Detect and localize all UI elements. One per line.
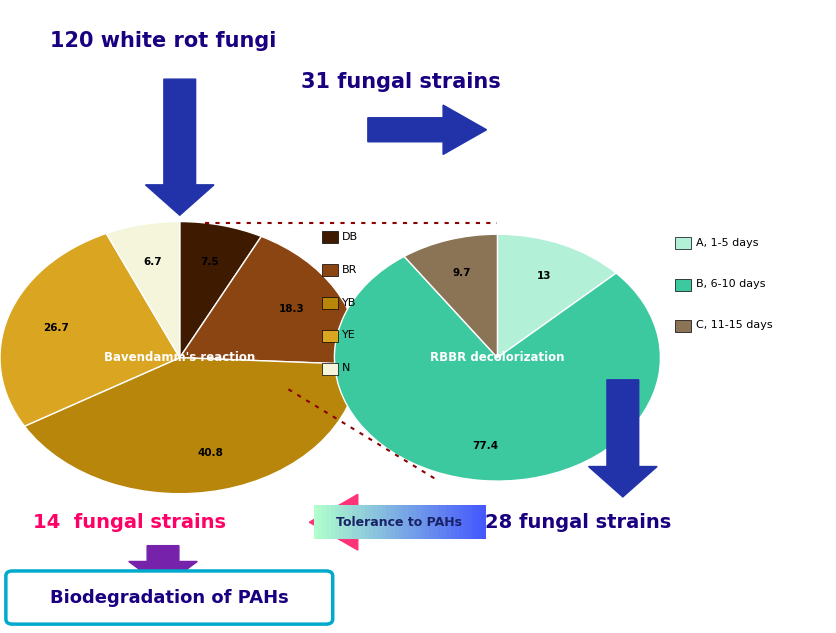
Bar [468,505,473,539]
Wedge shape [404,234,497,358]
Bar [322,330,338,342]
Bar [378,505,383,539]
FancyArrow shape [145,79,214,215]
Text: YE: YE [342,330,355,341]
FancyArrow shape [589,380,657,497]
Bar [326,505,331,539]
Text: 7.5: 7.5 [201,258,219,267]
Bar [322,264,338,276]
Bar [425,505,430,539]
FancyArrow shape [368,105,487,154]
Text: 26.7: 26.7 [43,323,69,333]
Bar [433,505,439,539]
Bar [408,505,413,539]
Wedge shape [180,222,262,358]
Text: 120 white rot fungi: 120 white rot fungi [50,31,277,51]
Text: 40.8: 40.8 [197,448,223,458]
FancyBboxPatch shape [6,571,333,624]
Text: 77.4: 77.4 [472,441,498,451]
Bar [675,237,691,249]
Bar [364,505,370,539]
Text: Tolerance to PAHs: Tolerance to PAHs [336,516,462,529]
Bar [386,505,391,539]
Bar [318,505,323,539]
Bar [374,505,379,539]
FancyArrow shape [129,546,197,587]
Text: N: N [342,363,350,373]
Bar [675,320,691,332]
Text: 9.7: 9.7 [453,268,472,278]
Bar [421,505,426,539]
Bar [395,505,400,539]
Text: 28 fungal strains: 28 fungal strains [485,513,671,532]
Bar [412,505,417,539]
Bar [416,505,421,539]
Bar [675,279,691,291]
Bar [335,505,340,539]
Bar [429,505,435,539]
Text: B, 6-10 days: B, 6-10 days [696,279,765,289]
Wedge shape [334,256,660,481]
Bar [390,505,395,539]
Bar [352,505,357,539]
Bar [438,505,443,539]
Wedge shape [24,358,359,494]
Text: A, 1-5 days: A, 1-5 days [696,238,758,248]
Text: C, 11-15 days: C, 11-15 days [696,320,772,330]
Bar [322,297,338,309]
Bar [348,505,353,539]
Bar [472,505,477,539]
Bar [400,505,405,539]
Wedge shape [497,234,616,358]
Bar [442,505,447,539]
Text: 31 fungal strains: 31 fungal strains [302,72,501,92]
Text: 18.3: 18.3 [279,304,304,313]
Bar [314,505,319,539]
Bar [344,505,349,539]
Wedge shape [0,234,180,426]
Text: Bavendamm's reaction: Bavendamm's reaction [104,351,255,364]
Text: BR: BR [342,265,357,275]
Bar [477,505,482,539]
Bar [322,231,338,243]
Bar [451,505,456,539]
Text: 6.7: 6.7 [144,257,162,267]
Bar [322,363,338,375]
Bar [463,505,468,539]
Text: Biodegradation of PAHs: Biodegradation of PAHs [50,589,289,606]
Wedge shape [180,236,359,365]
Text: DB: DB [342,232,358,242]
Bar [322,505,327,539]
Wedge shape [106,222,180,358]
Text: 13: 13 [537,271,551,281]
Bar [339,505,344,539]
Bar [446,505,451,539]
Text: YB: YB [342,298,356,308]
Bar [481,505,486,539]
Bar [356,505,361,539]
Bar [459,505,464,539]
Bar [404,505,409,539]
Bar [370,505,375,539]
FancyArrow shape [309,494,472,550]
Bar [382,505,387,539]
Bar [331,505,336,539]
Bar [360,505,366,539]
Text: RBBR decolorization: RBBR decolorization [431,351,564,364]
Text: 14  fungal strains: 14 fungal strains [33,513,227,532]
Bar [455,505,460,539]
